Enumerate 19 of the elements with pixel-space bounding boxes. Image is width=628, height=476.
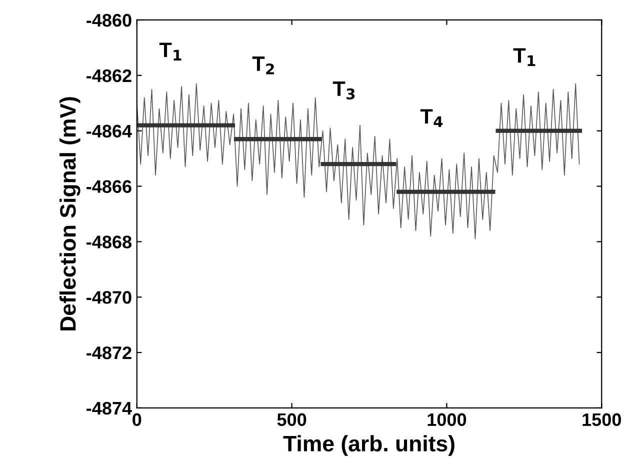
y-tick-label: -4862 — [86, 69, 132, 82]
y-tick-label: -4872 — [86, 346, 132, 360]
annotation: T$_{1}$ — [159, 42, 182, 60]
x-tick-label: 1500 — [582, 413, 621, 426]
x-tick-label: 1000 — [428, 413, 466, 426]
y-tick-label: -4868 — [86, 236, 132, 248]
y-tick-label: -4860 — [86, 14, 132, 27]
y-tick-label: -4864 — [86, 124, 132, 138]
y-tick-label: -4870 — [86, 291, 132, 304]
x-tick-label: 500 — [277, 413, 306, 426]
y-tick-label: -4874 — [86, 402, 132, 415]
annotation: T$_{2}$ — [252, 56, 274, 74]
annotation: T$_{1}$ — [513, 48, 536, 66]
y-tick-label: -4866 — [86, 180, 132, 193]
annotation: T$_{3}$ — [332, 81, 355, 100]
y-axis-title: Deflection Signal (mV) — [60, 97, 80, 330]
annotation: T$_{4}$ — [420, 109, 443, 127]
x-tick-label: 0 — [132, 413, 142, 426]
x-axis-title: Time (arb. units) — [283, 435, 454, 456]
